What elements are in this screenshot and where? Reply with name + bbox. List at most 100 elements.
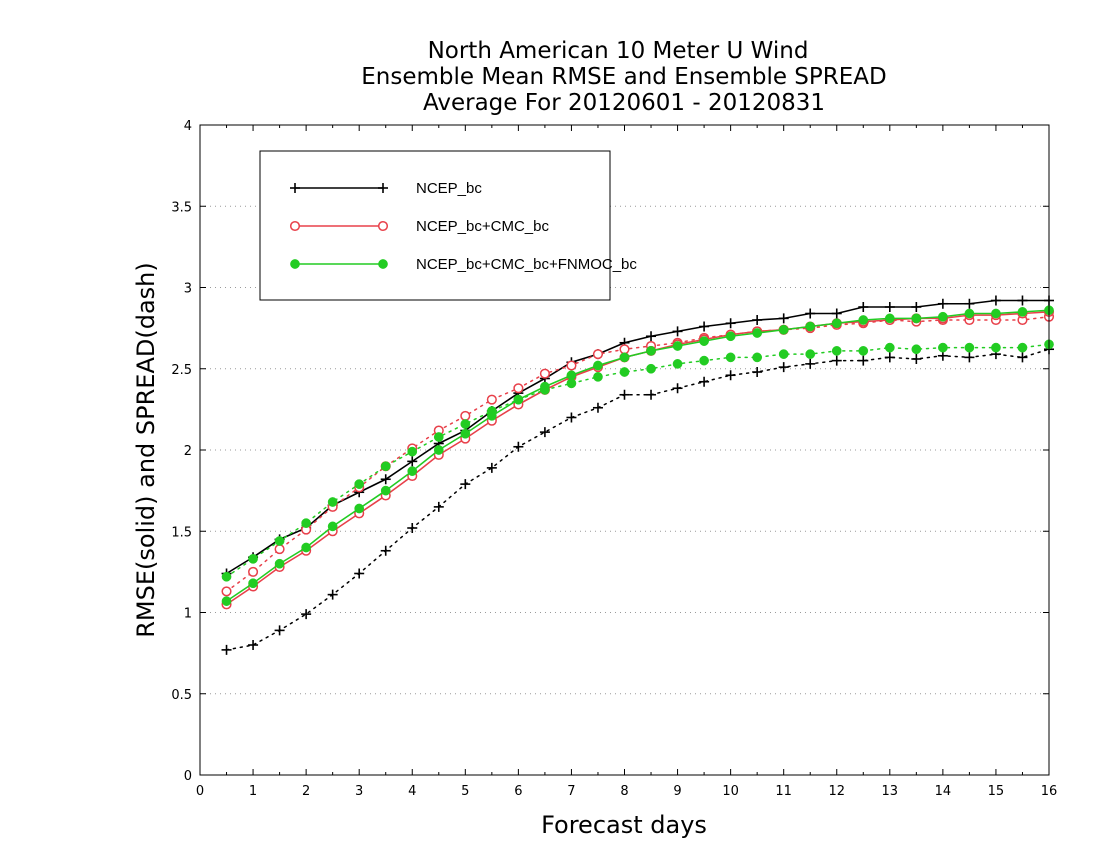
chart-title-line-2: Ensemble Mean RMSE and Ensemble SPREAD (361, 64, 886, 90)
y-axis-title: RMSE(solid) and SPREAD(dash) (132, 262, 160, 638)
series-ncep-bc-cmc-bc (221, 306, 1055, 610)
spread-point (248, 640, 259, 650)
x-tick-label: 2 (302, 784, 310, 799)
rmse-point (646, 346, 656, 356)
spread-point (805, 349, 816, 359)
legend-marker (289, 220, 301, 232)
y-tick-label: 0 (184, 769, 192, 784)
spread-point (778, 349, 789, 359)
rmse-point (964, 298, 975, 309)
rmse-point (805, 308, 816, 319)
spread-point (858, 346, 869, 356)
rmse-point (991, 308, 1001, 319)
rmse-point (274, 558, 285, 569)
spread-point (433, 501, 444, 512)
rmse-point (486, 411, 497, 421)
spread-line-ncep-bc-cmc-bc (225, 316, 1050, 593)
spread-point (619, 367, 630, 377)
spread-point (911, 344, 922, 355)
spread-line-ncep-bc (225, 348, 1050, 651)
rmse-point (938, 311, 948, 322)
spread-point (646, 389, 657, 400)
x-tick-label: 6 (514, 784, 522, 799)
x-tick-label: 15 (988, 784, 1005, 799)
spread-point (354, 568, 365, 579)
rmse-point (937, 298, 948, 309)
rmse-point (1017, 307, 1028, 317)
rmse-point (672, 341, 683, 351)
spread-point (354, 479, 365, 489)
series-ncep-bc-cmc-bc-fnmoc-bc (221, 305, 1054, 606)
spread-line-ncep-bc-cmc-bc-fnmoc-bc (225, 343, 1050, 578)
rmse-point (831, 308, 842, 319)
spread-point (672, 359, 683, 369)
rmse-point (699, 321, 710, 332)
legend-item: NCEP_bc+CMC_bc+FNMOC_bc (290, 256, 637, 273)
rmse-point (884, 302, 895, 312)
rmse-point (221, 596, 232, 606)
spread-point (460, 410, 471, 421)
rmse-point (884, 313, 895, 324)
spread-point (248, 566, 259, 577)
spread-point (1017, 352, 1028, 363)
spread-point (725, 352, 736, 363)
spread-point (513, 383, 524, 394)
rmse-point (752, 328, 763, 338)
spread-point (699, 376, 710, 387)
rmse-point (407, 456, 418, 467)
spread-point (221, 586, 232, 597)
rmse-line-ncep-bc-cmc-bc (226, 311, 1050, 606)
rmse-line-ncep-bc-cmc-bc-fnmoc-bc (226, 309, 1050, 602)
spread-point (884, 352, 895, 363)
rmse-point (566, 370, 577, 381)
x-tick-label: 0 (196, 784, 204, 799)
series-ncep-bc (221, 295, 1054, 655)
spread-point (938, 342, 948, 353)
y-tick-label: 1 (184, 607, 192, 622)
axis-ticks: 00.511.522.533.540 1 2 3 4 5 6 7 8 9 10 11 12 13 14 15 1… (171, 119, 1057, 799)
legend: NCEP_bc NCEP_bc+CMC_bc NCEP_bc+CMC_bc+FNMO… (259, 150, 637, 301)
x-tick-label: 9 (673, 784, 681, 799)
x-tick-label: 13 (882, 784, 899, 799)
rmse-point (911, 302, 922, 312)
rmse-point (752, 315, 763, 325)
spread-point (593, 372, 603, 382)
y-tick-label: 1.5 (171, 525, 192, 540)
rmse-point (725, 331, 736, 342)
legend-marker (378, 259, 388, 269)
x-tick-label: 5 (461, 784, 469, 799)
rmse-point (433, 445, 444, 455)
spread-point (274, 544, 285, 555)
rmse-point (964, 308, 975, 319)
legend-item: NCEP_bc+CMC_bc (289, 218, 549, 235)
rmse-point (513, 394, 524, 405)
spread-point (991, 342, 1001, 353)
spread-point (513, 441, 524, 452)
rmse-point (354, 503, 365, 514)
x-tick-label: 4 (408, 784, 416, 799)
legend-marker (378, 183, 388, 193)
rmse-point (805, 321, 816, 332)
spread-point (274, 625, 285, 636)
rmse-point (540, 381, 550, 392)
spread-point (911, 354, 922, 364)
x-tick-label: 7 (567, 784, 575, 799)
rmse-point (248, 578, 258, 589)
rmse-point (1017, 295, 1028, 306)
series-group (221, 295, 1055, 655)
rmse-point (380, 485, 391, 496)
spread-point (539, 427, 550, 438)
y-tick-label: 0.5 (171, 688, 192, 703)
spread-point (672, 383, 683, 394)
legend-label: NCEP_bc (416, 180, 482, 197)
spread-point (486, 462, 497, 473)
spread-point (699, 355, 709, 366)
spread-point (460, 479, 471, 490)
x-tick-label: 12 (828, 784, 845, 799)
spread-point (619, 389, 630, 400)
spread-point (831, 355, 842, 366)
spread-point (566, 412, 577, 423)
rmse-line-ncep-bc (226, 299, 1049, 575)
